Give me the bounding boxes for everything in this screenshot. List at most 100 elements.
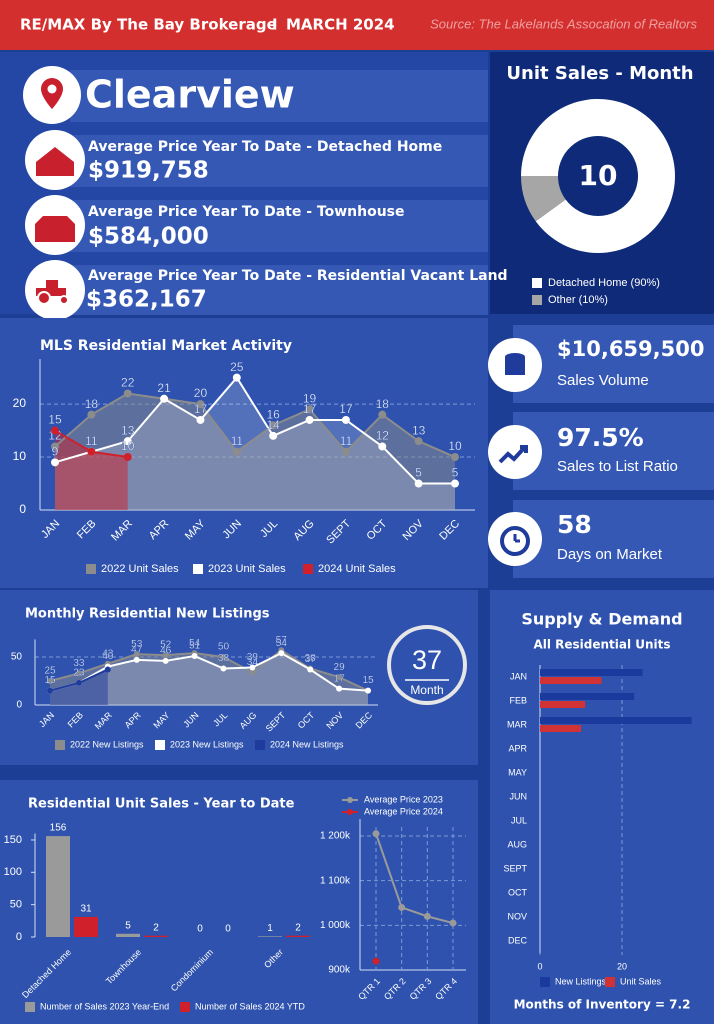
- data-label: 2: [153, 922, 159, 933]
- y-tick-label: 1 000k: [320, 920, 351, 931]
- data-label: 57: [276, 635, 288, 646]
- point: [75, 679, 82, 686]
- point: [196, 400, 205, 409]
- y-tick-label: MAY: [508, 767, 527, 777]
- point: [104, 666, 111, 673]
- panel: [0, 780, 478, 1024]
- line: [49, 652, 369, 692]
- data-label: 0: [225, 924, 231, 935]
- data-label: 20: [194, 386, 208, 400]
- bar: [74, 916, 98, 937]
- data-label: 15: [48, 413, 62, 427]
- y-tick-label: 0: [19, 502, 26, 516]
- point: [372, 830, 380, 838]
- stat-card: [513, 500, 714, 578]
- y-tick-label: 150: [4, 834, 22, 846]
- point: [341, 415, 350, 424]
- price-label: Average Price Year To Date - Townhouse: [88, 204, 405, 220]
- chart-title: MLS Residential Market Activity: [40, 338, 292, 354]
- point: [278, 650, 285, 657]
- data-label: 15: [44, 675, 56, 686]
- donut-hole: [562, 140, 634, 212]
- data-label: 16: [267, 407, 281, 421]
- price-label: Average Price Year To Date - Detached Ho…: [88, 139, 442, 155]
- area: [50, 650, 368, 705]
- legend-label: 2022 New Listings: [70, 739, 144, 749]
- data-label: 13: [412, 423, 426, 437]
- point: [162, 657, 169, 664]
- stat-card: [513, 412, 714, 490]
- y-tick-label: 20: [13, 396, 27, 410]
- timer-hand: [513, 534, 520, 543]
- wheel: [59, 295, 69, 305]
- bar-bg: [70, 265, 488, 315]
- x-tick-label: 0: [537, 961, 542, 971]
- legend-dot: [347, 797, 353, 803]
- legend-swatch: [180, 1002, 190, 1012]
- point: [123, 453, 132, 462]
- data-label: 1: [267, 923, 273, 934]
- data-label: 2: [295, 922, 301, 933]
- bar: [258, 936, 282, 937]
- data-label: 11: [340, 434, 353, 448]
- bar-bg: [70, 70, 488, 122]
- data-label: 15: [362, 675, 374, 686]
- date: MARCH 2024: [286, 16, 395, 34]
- y-tick-label: NOV: [507, 911, 527, 921]
- y-tick-label: JUL: [511, 815, 527, 825]
- bar: [540, 701, 586, 708]
- divider: I: [272, 16, 278, 34]
- point: [220, 654, 227, 660]
- stat-label: Sales Volume: [557, 372, 649, 389]
- stat-value: $10,659,500: [557, 337, 704, 361]
- point: [232, 447, 241, 456]
- data-label: 10: [121, 439, 135, 453]
- legend-swatch: [540, 977, 550, 987]
- stat-card: [513, 325, 714, 403]
- chart-footer: Months of Inventory = 7.2: [514, 998, 691, 1012]
- data-label: 38: [218, 653, 230, 664]
- y-tick-label: 1 200k: [320, 831, 351, 842]
- data-label: 29: [334, 662, 346, 673]
- y-tick-label: APR: [508, 743, 527, 753]
- point: [191, 653, 198, 660]
- data-label: 37: [305, 654, 317, 665]
- stat-value: 58: [557, 510, 592, 539]
- legend-label: Detached Home (90%): [548, 277, 660, 289]
- data-label: 21: [157, 381, 171, 395]
- area: [50, 653, 368, 705]
- bar-bg: [70, 200, 488, 252]
- line: [49, 649, 369, 692]
- pie-slice: [521, 176, 566, 222]
- line: [375, 833, 454, 925]
- y-tick-label: 50: [10, 899, 22, 911]
- data-label: 40: [102, 651, 114, 662]
- townhouse-icon: [35, 216, 75, 242]
- chart-title: Unit Sales - Month: [506, 63, 693, 84]
- y-tick-label: DEC: [508, 935, 528, 945]
- data-label: 18: [85, 397, 99, 411]
- price-value: $584,000: [88, 224, 209, 250]
- legend-label: 2022 Unit Sales: [101, 563, 179, 575]
- point: [220, 665, 227, 672]
- point: [75, 670, 82, 677]
- bar: [540, 717, 692, 724]
- point: [160, 394, 169, 403]
- y-tick-label: JUN: [510, 791, 528, 801]
- point: [196, 415, 205, 424]
- legend-label: 2023 Unit Sales: [208, 563, 286, 575]
- data-label: 17: [339, 402, 353, 416]
- price-label: Average Price Year To Date - Residential…: [88, 268, 508, 284]
- y-tick-label: 50: [11, 652, 23, 663]
- data-label: 5: [452, 466, 459, 480]
- data-label: 15: [362, 675, 374, 686]
- chart-title: Supply & Demand: [521, 610, 682, 629]
- data-label: 38: [305, 653, 317, 664]
- y-tick-label: 10: [13, 449, 27, 463]
- legend-swatch: [605, 977, 615, 987]
- data-label: 18: [376, 397, 390, 411]
- point: [365, 687, 371, 694]
- y-tick-label: JAN: [510, 671, 527, 681]
- data-label: 54: [189, 638, 201, 649]
